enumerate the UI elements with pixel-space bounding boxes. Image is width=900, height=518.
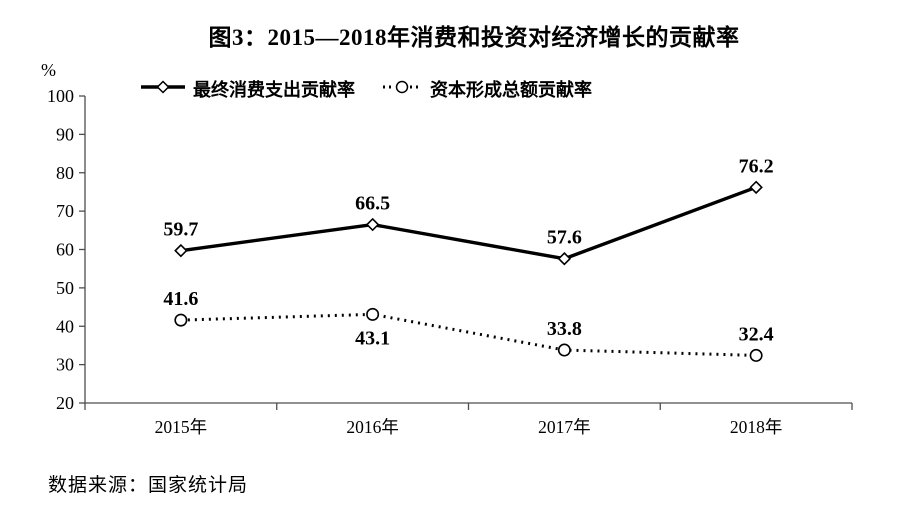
series-line-capital-formation (180, 312, 757, 357)
dotted-line-circle-marker-icon (381, 76, 423, 103)
y-tick-label: 50 (56, 278, 74, 298)
legend: 最终消费支出贡献率 资本形成总额贡献率 (140, 77, 592, 101)
data-label-capital-formation: 32.4 (739, 323, 774, 345)
x-tick-label: 2015年 (155, 417, 208, 437)
x-tick-label: 2017年 (538, 417, 591, 437)
solid-line-diamond-marker-icon (140, 76, 186, 103)
chart-title: 图3：2015—2018年消费和投资对经济增长的贡献率 (208, 25, 740, 50)
data-label-final-consumption: 59.7 (163, 219, 198, 241)
legend-label-capital-formation: 资本形成总额贡献率 (430, 80, 592, 100)
data-label-final-consumption: 76.2 (739, 155, 774, 177)
y-tick-label: 90 (56, 124, 74, 144)
series-line-final-consumption (180, 185, 757, 261)
series-marker-final-consumption (174, 243, 188, 258)
data-label-capital-formation: 41.6 (163, 288, 198, 310)
y-tick-label: 70 (56, 201, 74, 221)
y-tick-label: 30 (56, 355, 74, 375)
data-label-capital-formation: 33.8 (547, 318, 582, 340)
data-label-capital-formation: 43.1 (355, 327, 390, 349)
series-marker-capital-formation (557, 343, 571, 357)
legend-item-capital-formation: 资本形成总额贡献率 (381, 76, 592, 103)
series-marker-final-consumption (557, 251, 572, 266)
series-marker-capital-formation (749, 348, 763, 362)
series-marker-capital-formation (174, 313, 188, 327)
y-tick-label: 20 (56, 393, 74, 413)
data-label-final-consumption: 57.6 (547, 227, 582, 249)
legend-label-final-consumption: 最终消费支出贡献率 (193, 80, 355, 100)
series-marker-capital-formation (366, 307, 380, 321)
data-label-final-consumption: 66.5 (355, 193, 390, 215)
legend-item-final-consumption: 最终消费支出贡献率 (140, 76, 355, 103)
y-axis-unit-label: % (41, 60, 56, 80)
x-tick-label: 2018年 (730, 417, 783, 437)
x-tick-label: 2016年 (346, 417, 399, 437)
source-note: 数据来源：国家统计局 (48, 475, 249, 496)
series-marker-final-consumption (365, 217, 380, 232)
y-tick-label: 100 (47, 86, 74, 106)
y-tick-label: 40 (56, 316, 74, 336)
series-marker-final-consumption (749, 180, 763, 195)
y-tick-label: 60 (56, 240, 74, 260)
y-tick-label: 80 (56, 163, 74, 183)
